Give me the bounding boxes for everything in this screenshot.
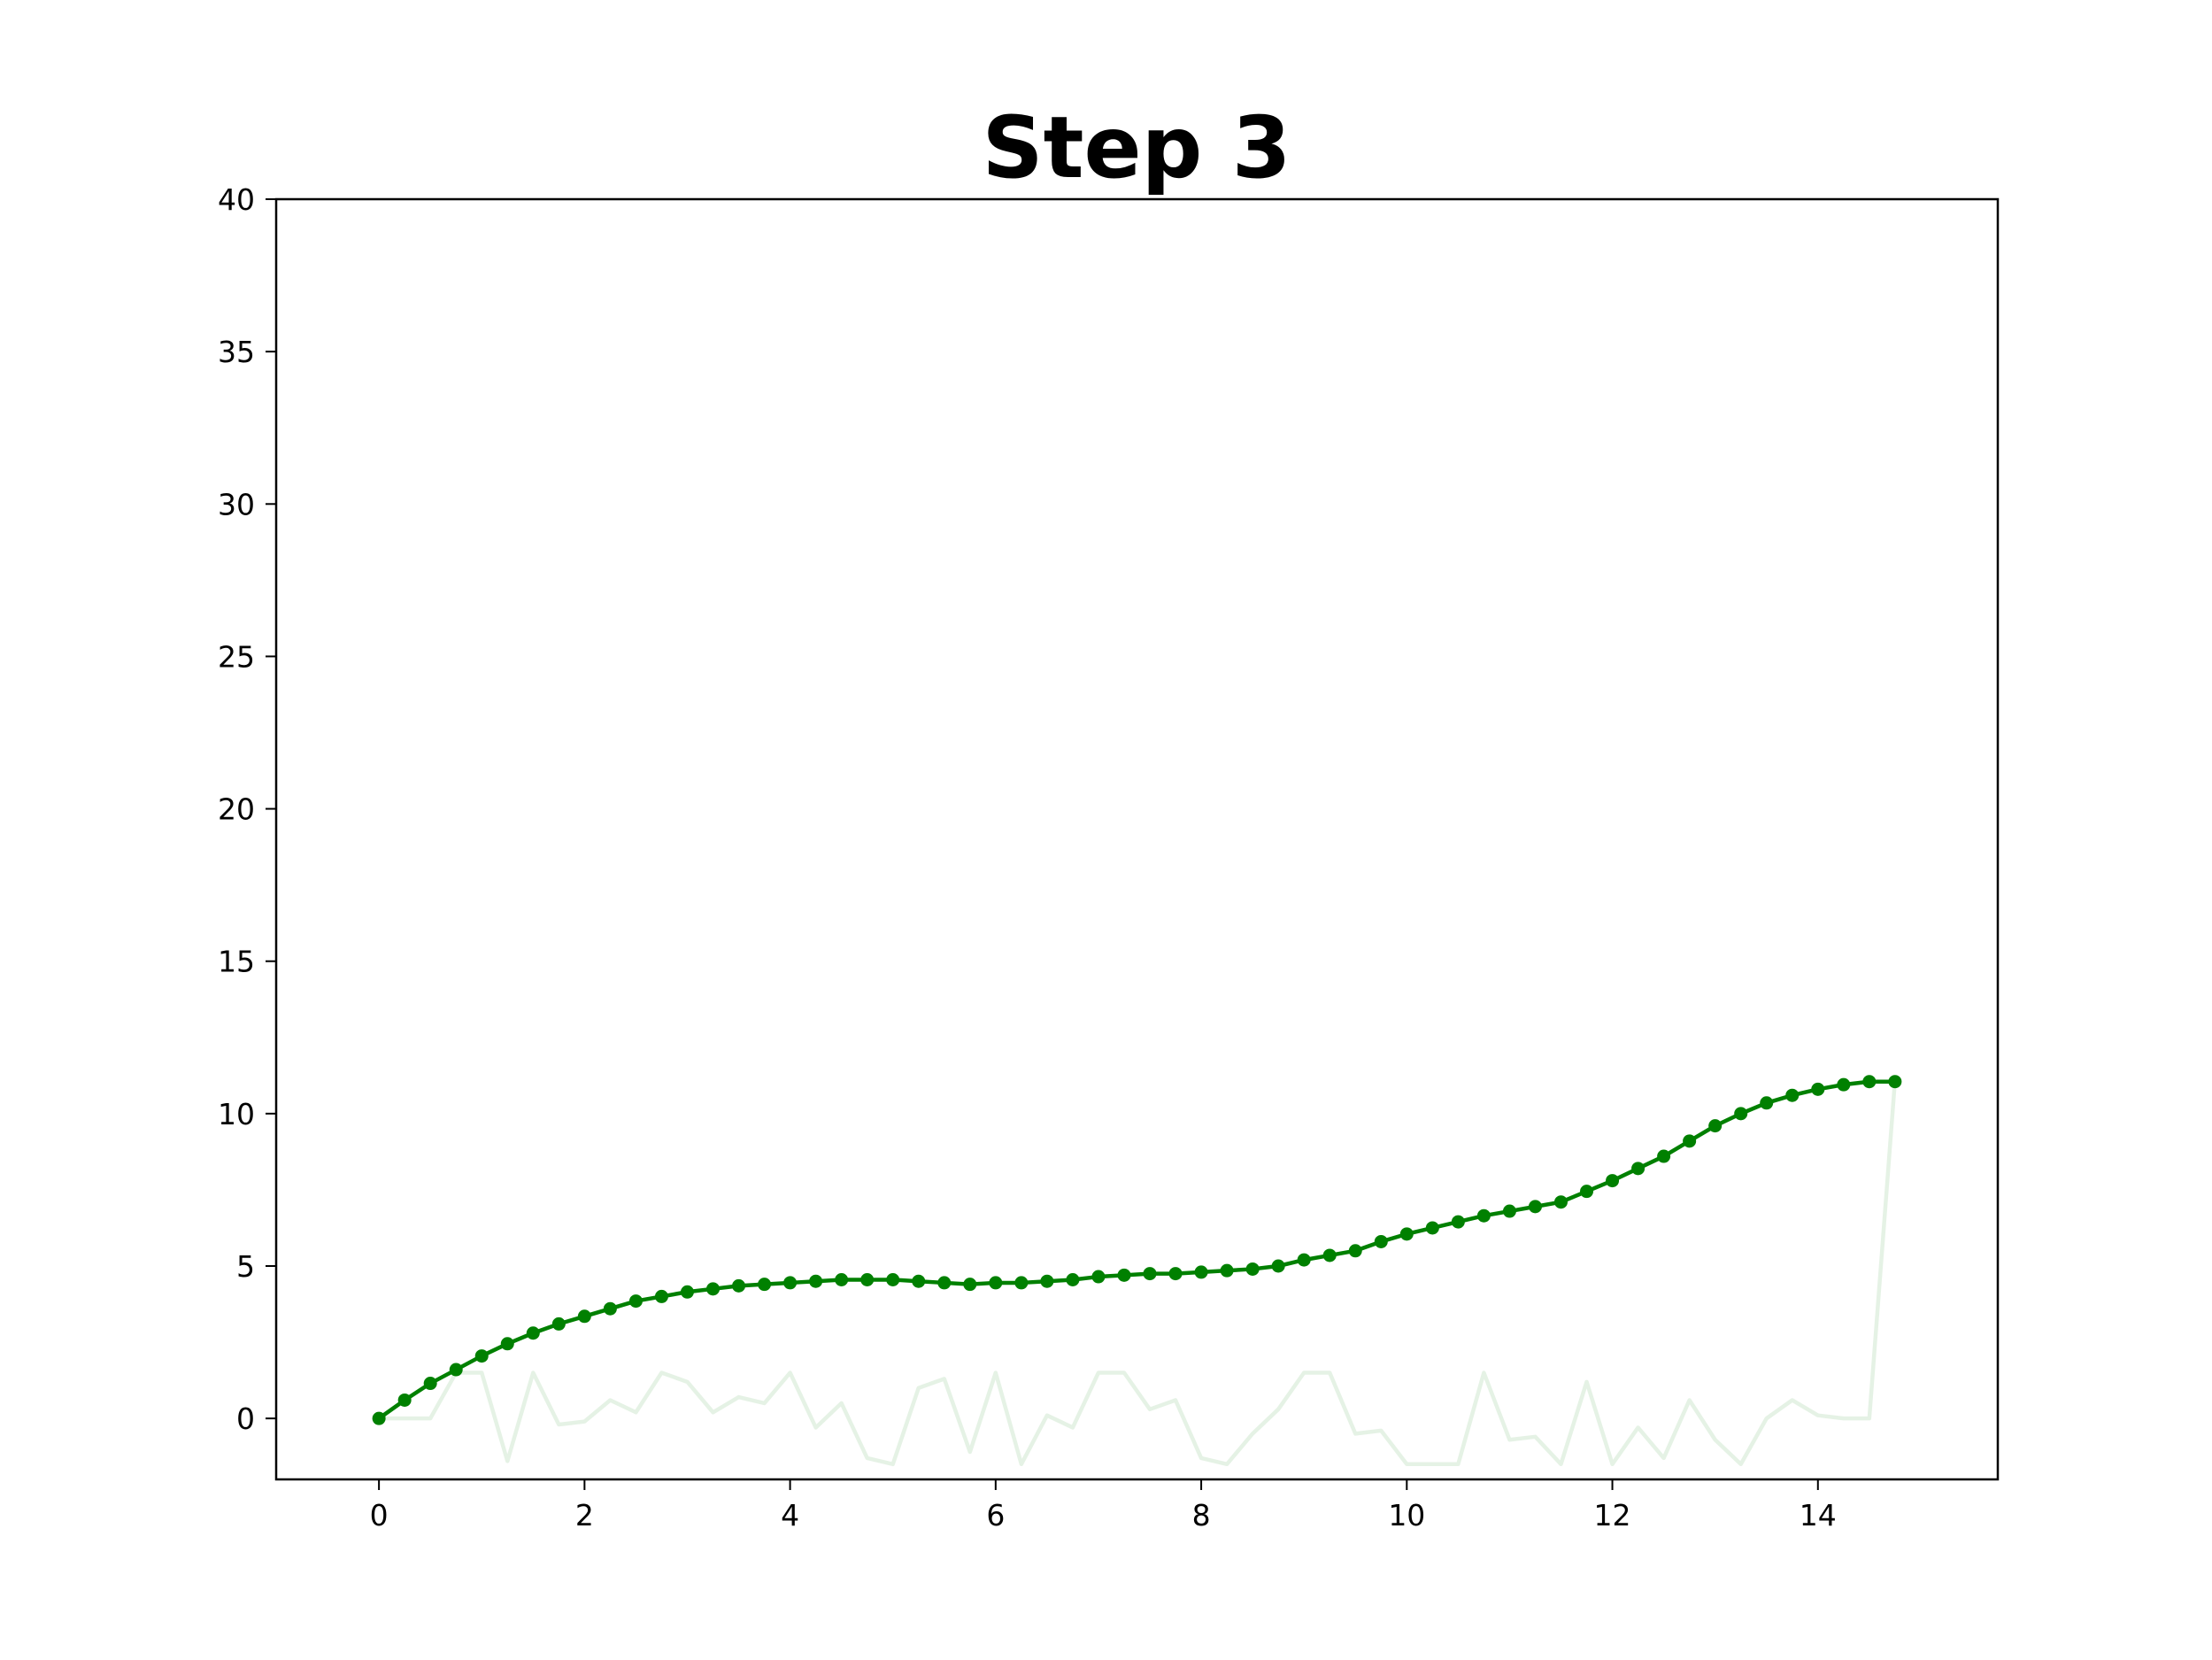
smoothed-data-point xyxy=(1117,1268,1131,1282)
smoothed-data-point xyxy=(1168,1267,1183,1281)
smoothed-data-point xyxy=(783,1276,798,1290)
chart-title: Step 3 xyxy=(982,98,1291,197)
smoothed-data-point xyxy=(1811,1082,1825,1096)
smoothed-data-point xyxy=(603,1301,617,1316)
x-tick-label: 2 xyxy=(575,1498,594,1533)
y-tick-label: 30 xyxy=(218,487,255,521)
smoothed-data-point xyxy=(758,1278,772,1292)
smoothed-data-point xyxy=(397,1393,412,1407)
smoothed-data-point xyxy=(1451,1215,1465,1229)
raw-series-line xyxy=(376,1077,1898,1467)
smoothed-data-point xyxy=(1785,1088,1800,1102)
y-tick-label: 40 xyxy=(218,182,255,217)
smoothed-data-point xyxy=(1528,1200,1542,1214)
smoothed-data-point xyxy=(1143,1267,1157,1281)
smoothed-data-point xyxy=(886,1272,900,1286)
smoothed-data-point xyxy=(1502,1204,1516,1218)
y-axis: 0 5 10 15 20 25 30 35 40 xyxy=(218,182,276,1436)
x-tick-label: 14 xyxy=(1800,1498,1837,1533)
x-tick-label: 10 xyxy=(1388,1498,1425,1533)
smoothed-data-point xyxy=(1348,1244,1362,1258)
y-tick-label: 10 xyxy=(218,1097,255,1131)
x-tick-label: 0 xyxy=(370,1498,389,1533)
smoothed-data-point xyxy=(1425,1221,1439,1235)
smoothed-data-point xyxy=(1040,1274,1054,1288)
smoothed-data-point xyxy=(1194,1265,1208,1279)
smoothed-data-point xyxy=(1760,1096,1774,1110)
smoothed-data-point xyxy=(1220,1263,1234,1278)
smoothed-data-point xyxy=(1553,1195,1568,1209)
x-tick-label: 4 xyxy=(781,1498,799,1533)
smoothed-data-point xyxy=(1476,1208,1491,1223)
smoothed-data-point xyxy=(1271,1259,1285,1273)
y-tick-label: 35 xyxy=(218,335,255,369)
smoothed-data-point xyxy=(654,1289,668,1303)
smoothed-data-point xyxy=(1708,1119,1723,1133)
smoothed-data-point xyxy=(1374,1234,1388,1248)
smoothed-data-point xyxy=(1580,1185,1594,1199)
smoothed-data-point xyxy=(809,1274,823,1288)
y-tick-label: 0 xyxy=(236,1401,255,1436)
smoothed-data-point xyxy=(1091,1270,1106,1284)
smoothed-data-point xyxy=(732,1278,746,1293)
smoothed-data-point xyxy=(835,1272,849,1286)
smoothed-data-point xyxy=(912,1274,926,1288)
smoothed-data-point xyxy=(423,1377,437,1391)
smoothed-data-point xyxy=(1014,1276,1029,1290)
smoothed-data-point xyxy=(474,1349,489,1363)
smoothed-data-point xyxy=(1066,1272,1080,1286)
x-tick-label: 6 xyxy=(986,1498,1005,1533)
smoothed-data-point xyxy=(989,1276,1003,1290)
smoothed-data-point xyxy=(1683,1134,1697,1148)
smoothed-data-point xyxy=(1606,1174,1620,1188)
x-tick-label: 8 xyxy=(1192,1498,1211,1533)
smoothed-data-point xyxy=(500,1337,514,1351)
smoothed-data-point xyxy=(1245,1262,1260,1276)
y-tick-label: 20 xyxy=(218,792,255,827)
smoothed-data-point xyxy=(1399,1227,1414,1241)
smoothed-data-point xyxy=(628,1294,643,1309)
smoothed-data-point xyxy=(1888,1075,1902,1089)
smoothed-data-point xyxy=(1631,1162,1646,1176)
smoothed-data-point xyxy=(1734,1107,1748,1121)
y-tick-label: 15 xyxy=(218,945,255,979)
smoothed-data-point xyxy=(706,1282,721,1296)
smoothed-data-point xyxy=(372,1411,386,1425)
smoothed-data-point xyxy=(937,1276,952,1290)
smoothed-data-point xyxy=(449,1363,463,1377)
plot-area xyxy=(372,1075,1902,1467)
axes-frame xyxy=(274,197,2000,1481)
smoothed-data-point xyxy=(577,1309,591,1324)
x-tick-label: 12 xyxy=(1594,1498,1631,1533)
smoothed-series-line xyxy=(376,1079,1898,1421)
smoothed-data-point xyxy=(1322,1248,1337,1262)
smoothed-data-point xyxy=(1862,1075,1877,1089)
y-tick-label: 25 xyxy=(218,639,255,674)
x-axis: 0 2 4 6 8 10 12 14 xyxy=(370,1479,1837,1533)
smoothed-data-point xyxy=(551,1316,566,1331)
smoothed-data-point xyxy=(963,1278,977,1292)
smoothed-data-point xyxy=(1297,1253,1311,1267)
smoothed-data-point xyxy=(680,1285,694,1299)
smoothed-data-point xyxy=(860,1272,875,1286)
smoothed-data-point xyxy=(526,1326,540,1340)
smoothed-data-point xyxy=(1837,1077,1851,1092)
y-tick-label: 5 xyxy=(236,1249,255,1284)
smoothed-data-point xyxy=(1657,1149,1671,1163)
